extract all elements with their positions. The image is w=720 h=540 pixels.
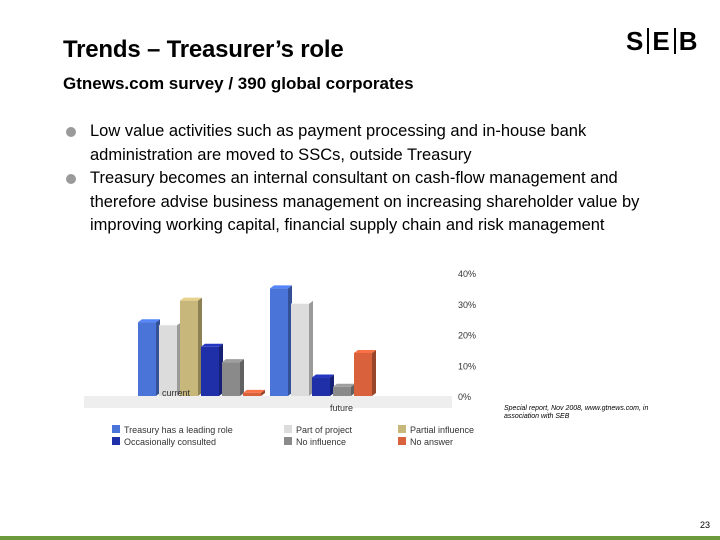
y-tick-label: 10%	[458, 361, 476, 371]
category-label: current	[162, 388, 191, 398]
bullet-list: Low value activities such as payment pro…	[66, 120, 676, 238]
bar-side	[240, 359, 244, 396]
legend-swatch	[284, 437, 292, 445]
bar-top	[291, 300, 313, 304]
y-tick-label: 40%	[458, 269, 476, 279]
bar-top	[222, 359, 244, 363]
page-number: 23	[700, 520, 711, 530]
bar-top	[312, 374, 334, 378]
survey-bar-chart: 0% 10% 20% 30% 40% current future Treasury has …	[84, 269, 476, 447]
legend-label: No influence	[296, 437, 346, 447]
bar	[222, 362, 240, 396]
y-tick-label: 30%	[458, 300, 476, 310]
legend-swatch	[398, 425, 406, 433]
legend-label: Treasury has a leading role	[124, 425, 233, 435]
bar-top	[180, 297, 202, 301]
bullet-item: Low value activities such as payment pro…	[66, 120, 676, 167]
chart-floor	[84, 396, 452, 408]
bar-top	[159, 322, 181, 326]
bullet-item: Treasury becomes an internal consultant …	[66, 167, 676, 238]
category-label: future	[330, 403, 353, 413]
bar-top	[243, 389, 265, 393]
bar	[138, 322, 156, 396]
bar	[354, 352, 372, 396]
legend-label: Occasionally consulted	[124, 437, 216, 447]
bullet-text: Low value activities such as payment pro…	[90, 122, 587, 164]
bar	[201, 346, 219, 396]
slide-subtitle: Gtnews.com survey / 390 global corporate…	[63, 74, 414, 93]
legend-label: No answer	[410, 437, 453, 447]
y-tick-label: 20%	[458, 331, 476, 341]
bar	[291, 303, 309, 396]
bar-side	[372, 349, 376, 396]
bullet-dot-icon	[66, 127, 76, 137]
footer-rule	[0, 536, 720, 540]
bullet-dot-icon	[66, 174, 76, 184]
bar	[333, 386, 351, 396]
bar	[159, 325, 177, 396]
bar	[312, 377, 330, 396]
bar-side	[261, 389, 265, 396]
slide-title: Trends – Treasurer’s role	[63, 36, 344, 63]
y-tick-label: 0%	[458, 392, 471, 402]
legend-label: Partial influence	[410, 425, 474, 435]
legend-label: Part of project	[296, 425, 353, 435]
bar	[180, 300, 198, 396]
legend-swatch	[112, 437, 120, 445]
legend-swatch	[398, 437, 406, 445]
bar-top	[270, 285, 292, 289]
bar-top	[354, 349, 376, 353]
bar	[270, 288, 288, 396]
bar	[243, 392, 261, 396]
legend-swatch	[112, 425, 120, 433]
bar-top	[138, 319, 160, 323]
bar-side	[309, 300, 313, 396]
bullet-text: Treasury becomes an internal consultant …	[90, 169, 640, 234]
legend-swatch	[284, 425, 292, 433]
bar-top	[201, 343, 223, 347]
source-note: Special report, Nov 2008, www.gtnews.com…	[504, 405, 649, 420]
bar-top	[333, 383, 355, 387]
